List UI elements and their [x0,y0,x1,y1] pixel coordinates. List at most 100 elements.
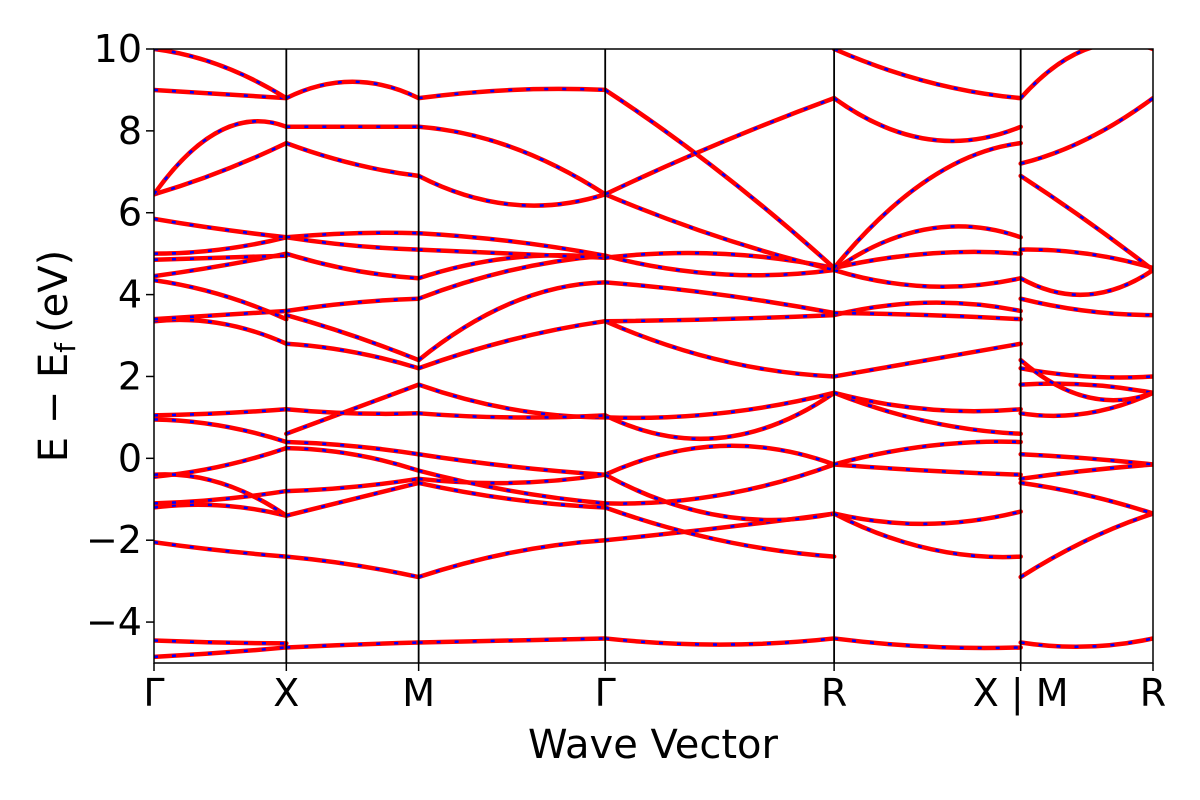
band-line [154,502,289,518]
x-tick-label: R [821,671,847,715]
band-line-overlay [1019,359,1153,402]
band-line [416,480,608,510]
y-tick-label: −2 [86,518,142,562]
band-line-overlay [605,391,835,420]
high-symmetry-lines [285,49,1022,663]
band-line [602,192,837,273]
y-tick-label: 2 [118,354,142,398]
band-line [416,318,608,371]
band-line-overlay [418,125,606,196]
band-line [831,267,1023,289]
band-line-overlay [833,391,1021,413]
band-line [602,87,837,271]
band-line-overlay [418,538,606,579]
band-line [1018,381,1153,396]
band-line [602,312,837,324]
band-line [602,253,837,278]
band-line [284,79,421,101]
band-line [1018,267,1153,298]
x-axis-title: Wave Vector [528,722,779,768]
band-line-overlay [418,637,606,644]
band-line-overlay [418,231,606,257]
band-line [602,390,837,441]
band-line-overlay [154,120,287,196]
band-line [284,476,421,494]
band-line [831,439,1023,467]
band-line [284,235,421,252]
band-line-overlay [605,637,835,646]
band-line [602,318,837,379]
band-line [1018,636,1153,650]
y-tick-label: 4 [118,273,142,317]
band-line [154,488,289,506]
band-line [154,140,289,197]
band-line [154,235,289,256]
band-line [1018,247,1153,271]
band-line [1018,480,1153,516]
band-line [602,462,837,506]
band-line [284,341,421,371]
band-line-overlay [604,96,835,196]
band-line [416,253,608,301]
band-line-overlay [1020,512,1153,579]
x-tick-label: M [402,671,435,715]
band-line [831,95,1023,144]
y-tick-label: −4 [86,600,142,644]
band-line-overlay [834,311,1021,321]
band-line [284,230,421,240]
band-line [154,216,289,240]
band-line [154,417,289,445]
band-line-overlay [833,250,1021,270]
band-line [602,636,837,647]
band-line [831,49,1023,101]
band-line [284,480,421,518]
band-line-overlay [1020,97,1153,165]
band-line-overlay [418,87,606,100]
band-line [416,173,608,208]
x-tick-label: Γ [143,671,164,715]
band-line-overlay [418,248,606,260]
y-axis-title-subscript: f [49,342,82,353]
band-line [284,640,421,650]
y-axis-title-unit: (eV) [31,250,77,333]
x-tick-label: X [273,671,299,715]
band-line [154,638,289,646]
band-line [154,472,289,518]
band-line [602,505,837,559]
band-line [284,296,421,314]
band-line [284,445,421,473]
band-line-overlay [833,510,1021,526]
band-line [284,406,421,417]
band-line [284,251,421,281]
band-line-overlay [1019,49,1153,99]
y-axis: −4 −2 0 2 4 6 8 10 [86,27,154,644]
band-line [1018,357,1153,403]
band-line-overlay [418,319,606,370]
band-line-overlay [833,301,1021,317]
band-line [1018,451,1153,467]
band-line [831,140,1023,271]
band-line [831,224,1023,273]
x-tick-label: R [1140,671,1166,715]
band-line-overlay [418,453,606,476]
band-line-overlay [604,444,835,476]
band-line [416,382,608,420]
band-line [416,280,608,363]
band-line [602,472,837,523]
band-line [1018,296,1153,318]
band-line [416,468,608,506]
band-line [284,382,421,437]
y-tick-label: 6 [118,191,142,235]
y-axis-title: E − Ef (eV) [31,250,82,463]
x-axis: Γ X M Γ R X | M R [143,663,1166,716]
band-line-overlay [418,412,606,419]
band-line [602,280,837,316]
plot-frame [153,48,1154,664]
band-line-overlay [834,463,1021,476]
band-line [154,645,289,660]
y-axis-title-main: E − E [31,353,77,463]
y-tick-label: 10 [94,27,142,71]
y-tick-label: 0 [118,436,142,480]
band-line [284,439,421,457]
